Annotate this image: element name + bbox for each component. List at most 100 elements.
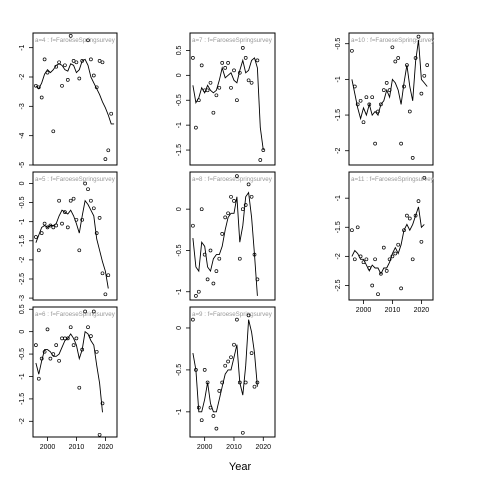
panel-4-ytick-label-2: -2 xyxy=(19,257,26,263)
panel-7-point-8 xyxy=(57,358,61,363)
panel-3-frame xyxy=(348,32,434,166)
panel-5-point-18 xyxy=(243,203,248,207)
panel-8-point-20 xyxy=(249,351,254,355)
panel-8-point-17 xyxy=(240,430,245,435)
panel-6-point-8 xyxy=(373,257,377,262)
panel-6-point-3 xyxy=(358,254,363,259)
panel-6-xtick-label-1: 2010 xyxy=(385,307,401,314)
panel-5-point-0 xyxy=(191,223,195,228)
panel-4-ytick-label-3: -1.5 xyxy=(19,235,26,247)
panel-1-ytick-label-3: -2 xyxy=(19,74,26,80)
panel-7-point-17 xyxy=(83,309,87,314)
panel-6-point-19 xyxy=(405,213,409,218)
panel-3-point-23 xyxy=(416,34,421,39)
panel-5-point-8 xyxy=(214,269,219,273)
panel-1-point-15 xyxy=(80,59,85,63)
panel-3-ytick-label-3: -0.5 xyxy=(335,38,342,50)
panel-7-ytick-label-1: -1.5 xyxy=(19,393,26,405)
panel-8-point-14 xyxy=(232,342,236,347)
panel-6-point-18 xyxy=(402,228,406,233)
panel-6-point-21 xyxy=(410,257,415,262)
panel-6-ytick-label-0: -2.5 xyxy=(335,279,342,291)
panel-3-point-2 xyxy=(355,102,360,107)
panel-7-point-3 xyxy=(42,349,47,354)
panel-6-point-9 xyxy=(376,292,380,297)
panel-5-point-1 xyxy=(194,294,198,298)
panel-4-point-17 xyxy=(83,181,87,186)
panel-6-ytick-label-3: -1 xyxy=(335,195,342,201)
panel-1-point-5 xyxy=(51,129,56,134)
panel-5-point-20 xyxy=(249,194,254,199)
panel-7-point-21 xyxy=(94,349,99,354)
panel-7-point-19 xyxy=(89,334,93,338)
panel-8-point-13 xyxy=(229,355,233,360)
panel-8-xtick-label-0: 2000 xyxy=(197,444,213,451)
panel-8-title: a=9 : f=FaroeseSpringsurvey xyxy=(192,311,273,318)
panel-4-ytick-label-4: -1 xyxy=(19,218,26,224)
panel-4-point-7 xyxy=(54,223,59,228)
panel-2-point-14 xyxy=(232,68,236,73)
panel-8-point-4 xyxy=(202,368,207,372)
panel-1-point-20 xyxy=(94,85,99,90)
panel-5-point-5 xyxy=(205,277,210,282)
panel-8-point-10 xyxy=(220,380,225,385)
panel-3-point-6 xyxy=(367,102,372,107)
panel-1-point-10 xyxy=(65,78,70,82)
panel-4-point-8 xyxy=(57,198,61,203)
panel-1-point-8 xyxy=(60,83,64,88)
panel-6-point-12 xyxy=(384,269,389,273)
panel-2-point-24 xyxy=(261,148,266,152)
panel-6-data xyxy=(350,175,427,297)
panel-3-point-3 xyxy=(358,98,363,103)
panel-4-point-16 xyxy=(80,217,85,222)
panel-1-point-23 xyxy=(103,157,108,161)
panel-6-xtick-label-2: 2020 xyxy=(414,307,430,314)
panel-4-point-10 xyxy=(63,210,67,214)
panel-4-data xyxy=(34,181,111,297)
panel-7-xtick-label-2: 2020 xyxy=(98,444,114,451)
panel-7-point-23 xyxy=(100,401,105,406)
panel-4-point-11 xyxy=(65,225,70,230)
panel-7-ytick-label-4: 0 xyxy=(19,330,26,334)
panel-5-point-14 xyxy=(232,199,236,203)
panel-5-point-19 xyxy=(246,182,251,187)
panel-6-point-14 xyxy=(390,254,395,259)
panel-6-point-24 xyxy=(419,239,424,244)
panel-1-frame xyxy=(32,32,118,166)
panel-8-point-1 xyxy=(194,368,198,372)
panel-2-point-21 xyxy=(253,29,256,32)
panel-8-point-21 xyxy=(252,384,257,389)
panel-3-point-22 xyxy=(413,56,418,60)
panel-4-frame xyxy=(32,171,118,301)
panel-2-point-7 xyxy=(211,110,216,115)
panel-8-point-3 xyxy=(199,418,204,423)
panel-6-point-20 xyxy=(407,216,412,221)
panel-4-point-18 xyxy=(86,187,90,192)
panel-1-point-21 xyxy=(97,59,102,63)
panel-8-ytick-label-2: 0 xyxy=(176,326,183,330)
panel-8-xtick-label-2: 2020 xyxy=(255,444,271,451)
x-axis-label: Year xyxy=(229,461,252,473)
panel-7-xtick-label-1: 2010 xyxy=(69,444,85,451)
panel-7-title: a=6 : f=FaroeseSpringsurvey xyxy=(35,311,116,318)
panel-2-point-2 xyxy=(196,98,201,103)
panel-2-title: a=7 : f=FaroeseSpringsurvey xyxy=(192,37,273,44)
panel-1: a=4 : f=FaroeseSpringsurvey -5 -4 -3 -2 -1 xyxy=(19,32,118,168)
panel-3-point-20 xyxy=(407,109,412,114)
panel-7-point-5 xyxy=(48,356,53,361)
panel-3-point-8 xyxy=(373,141,377,146)
panel-7-ytick-label-0: -2 xyxy=(19,418,26,424)
panel-1-point-24 xyxy=(106,148,111,153)
panel-3-point-4 xyxy=(361,120,366,125)
panel-4-point-1 xyxy=(36,248,41,253)
panel-5-point-4 xyxy=(202,252,207,257)
panel-1-ytick-label-1: -4 xyxy=(19,132,26,138)
panel-8-point-16 xyxy=(237,380,242,385)
panel-8-frame xyxy=(189,306,276,438)
panel-6-point-13 xyxy=(387,257,392,262)
panel-8-fit-line xyxy=(192,319,258,413)
panel-6-point-1 xyxy=(352,257,357,262)
panel-4-ytick-label-0: -3 xyxy=(19,295,26,301)
panel-5-point-17 xyxy=(240,207,245,212)
panel-6-ytick-label-1: -2 xyxy=(335,253,342,259)
